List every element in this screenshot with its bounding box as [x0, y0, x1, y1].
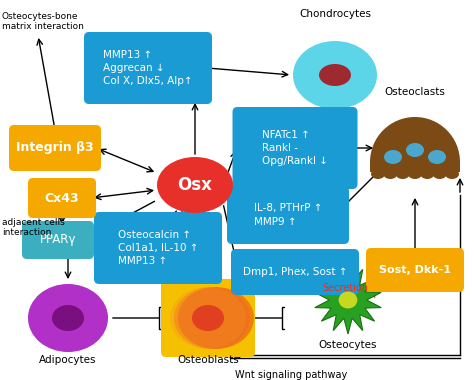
FancyBboxPatch shape [227, 186, 349, 244]
Text: adjacent cells
interaction: adjacent cells interaction [2, 218, 65, 238]
Ellipse shape [396, 169, 410, 179]
Text: Integrin β3: Integrin β3 [16, 141, 94, 155]
Text: Wnt signaling pathway: Wnt signaling pathway [235, 370, 347, 380]
Text: Osx: Osx [178, 176, 212, 194]
Ellipse shape [178, 287, 254, 349]
Ellipse shape [338, 291, 357, 309]
Text: IL-8, PTHrP ↑
MMP9 ↑: IL-8, PTHrP ↑ MMP9 ↑ [254, 203, 322, 226]
Text: NFATc1 ↑
Rankl -
Opg/Rankl ↓: NFATc1 ↑ Rankl - Opg/Rankl ↓ [262, 130, 328, 166]
Ellipse shape [445, 169, 459, 179]
Wedge shape [370, 117, 460, 162]
Text: Secretion: Secretion [322, 283, 368, 293]
Ellipse shape [433, 169, 447, 179]
FancyBboxPatch shape [84, 32, 212, 104]
Text: Osteoblasts: Osteoblasts [177, 355, 239, 365]
Text: Cx43: Cx43 [45, 192, 79, 204]
Ellipse shape [384, 150, 402, 164]
FancyBboxPatch shape [233, 107, 357, 189]
Text: Osteocytes-bone
matrix interaction: Osteocytes-bone matrix interaction [2, 12, 84, 32]
Ellipse shape [170, 287, 246, 349]
Ellipse shape [319, 64, 351, 86]
Ellipse shape [157, 157, 233, 213]
FancyBboxPatch shape [28, 178, 96, 218]
FancyBboxPatch shape [9, 125, 101, 171]
FancyBboxPatch shape [161, 279, 255, 357]
Ellipse shape [293, 41, 377, 109]
Text: Adipocytes: Adipocytes [39, 355, 97, 365]
Ellipse shape [428, 150, 446, 164]
Ellipse shape [406, 143, 424, 157]
Polygon shape [315, 266, 381, 334]
Bar [370, 162, 460, 172]
Text: Osteocytes: Osteocytes [319, 340, 377, 350]
Ellipse shape [28, 284, 108, 352]
Ellipse shape [174, 287, 250, 349]
Ellipse shape [383, 169, 397, 179]
Ellipse shape [52, 305, 84, 331]
Ellipse shape [420, 169, 434, 179]
Text: Osteoclasts: Osteoclasts [384, 87, 446, 97]
Ellipse shape [408, 169, 422, 179]
FancyBboxPatch shape [366, 248, 464, 292]
Text: Chondrocytes: Chondrocytes [299, 9, 371, 19]
Text: Dmp1, Phex, Sost ↑: Dmp1, Phex, Sost ↑ [243, 267, 347, 277]
Text: Sost, Dkk-1: Sost, Dkk-1 [379, 265, 451, 275]
Text: Osteocalcin ↑
Col1a1, IL-10 ↑
MMP13 ↑: Osteocalcin ↑ Col1a1, IL-10 ↑ MMP13 ↑ [118, 230, 198, 266]
FancyBboxPatch shape [22, 221, 94, 259]
Text: PPARγ: PPARγ [40, 233, 76, 247]
Ellipse shape [371, 169, 385, 179]
Ellipse shape [192, 305, 224, 331]
FancyBboxPatch shape [94, 212, 222, 284]
Text: MMP13 ↑
Aggrecan ↓
Col X, Dlx5, Alp↑: MMP13 ↑ Aggrecan ↓ Col X, Dlx5, Alp↑ [103, 50, 193, 86]
FancyBboxPatch shape [231, 249, 359, 295]
